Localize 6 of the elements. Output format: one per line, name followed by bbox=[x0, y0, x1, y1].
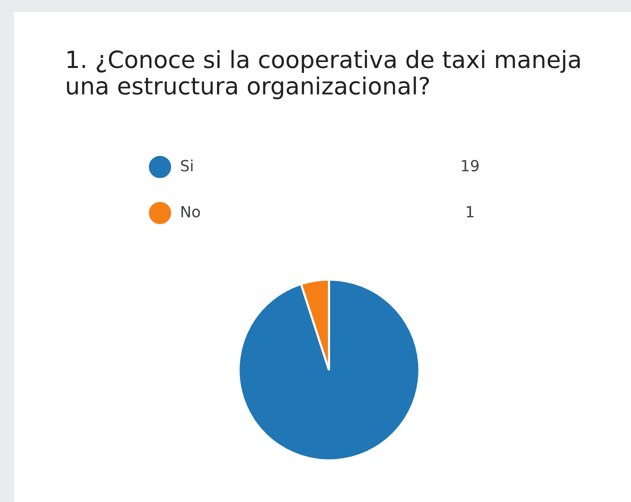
legend-label: Si bbox=[181, 160, 193, 172]
pie-slice bbox=[238, 278, 420, 462]
chart-title: 1. ¿Conoce si la cooperativa de taxi maneja una estructura organizacional? bbox=[67, 50, 580, 100]
data-label: 19 bbox=[462, 160, 479, 172]
data-label: 1 bbox=[466, 206, 474, 218]
legend-label: No bbox=[182, 206, 200, 218]
